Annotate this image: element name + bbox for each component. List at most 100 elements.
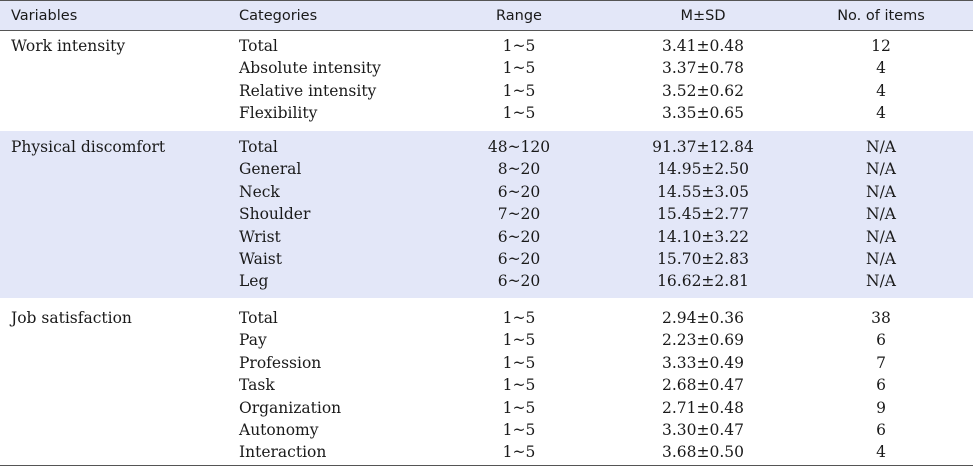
range-cell: 6~20 (497, 250, 541, 268)
category-cell: Flexibility (239, 104, 318, 123)
range-cell: 6~20 (497, 182, 541, 201)
range-cell: 1~5 (502, 59, 536, 78)
items-cell: 4 (876, 81, 886, 100)
range-cell: 6~20 (497, 272, 541, 291)
table-row: Shoulder 7~20 15.45±2.77 N/A (0, 203, 973, 225)
table-row: Physical discomfort Total 48~120 91.37±12.8… (0, 136, 973, 158)
items-cell: N/A (866, 138, 896, 156)
category-cell: Neck (239, 182, 280, 201)
category-cell: Total (239, 309, 278, 327)
table-bottom-rule (0, 465, 973, 466)
range-cell: 1~5 (502, 81, 536, 100)
msd-cell: 15.45±2.77 (657, 205, 749, 224)
table-row: General 8~20 14.95±2.50 N/A (0, 158, 973, 180)
items-cell: 6 (876, 421, 886, 439)
items-cell: N/A (866, 205, 896, 224)
items-cell: N/A (866, 250, 896, 268)
header-categories: Categories (239, 8, 318, 24)
header-variables: Variables (11, 8, 78, 24)
table-row: Waist 6~20 15.70±2.83 N/A (0, 248, 973, 270)
items-cell: 12 (871, 37, 891, 55)
table-row: Organization 1~5 2.71±0.48 9 (0, 397, 973, 419)
items-cell: N/A (866, 182, 896, 201)
msd-cell: 91.37±12.84 (652, 138, 754, 156)
items-cell: 4 (876, 59, 886, 78)
table-row: Flexibility 1~5 3.35±0.65 4 (0, 102, 973, 124)
category-cell: Profession (239, 353, 322, 372)
table-row: Interaction 1~5 3.68±0.50 4 (0, 441, 973, 463)
msd-cell: 3.35±0.65 (661, 104, 744, 123)
table-row: Autonomy 1~5 3.30±0.47 6 (0, 419, 973, 441)
table-row: Absolute intensity 1~5 3.37±0.78 4 (0, 57, 973, 79)
category-cell: Shoulder (239, 205, 311, 224)
range-cell: 1~5 (502, 104, 536, 123)
table-row: Neck 6~20 14.55±3.05 N/A (0, 181, 973, 203)
msd-cell: 16.62±2.81 (657, 272, 749, 291)
items-cell: 4 (876, 443, 886, 462)
msd-cell: 2.71±0.48 (661, 398, 744, 417)
row-group: Work intensity Total 1~5 3.41±0.48 12 Absolut… (0, 35, 973, 128)
items-cell: 6 (876, 376, 886, 395)
items-cell: 38 (871, 309, 891, 327)
variable-cell: Job satisfaction (11, 309, 132, 327)
header-items: No. of items (837, 8, 925, 24)
table-row: Wrist 6~20 14.10±3.22 N/A (0, 226, 973, 248)
msd-cell: 3.37±0.78 (661, 59, 744, 78)
msd-cell: 15.70±2.83 (657, 250, 749, 268)
variable-cell: Work intensity (11, 37, 126, 55)
items-cell: 4 (876, 104, 886, 123)
category-cell: Interaction (239, 443, 327, 462)
msd-cell: 3.30±0.47 (661, 421, 744, 439)
category-cell: Pay (239, 331, 267, 350)
range-cell: 1~5 (502, 309, 536, 327)
items-cell: 9 (876, 398, 886, 417)
category-cell: Autonomy (239, 421, 319, 439)
range-cell: 1~5 (502, 37, 536, 55)
range-cell: 1~5 (502, 421, 536, 439)
msd-cell: 3.68±0.50 (661, 443, 744, 462)
category-cell: Total (239, 37, 278, 55)
category-cell: Task (239, 376, 275, 395)
msd-cell: 2.68±0.47 (661, 376, 744, 395)
range-cell: 1~5 (502, 443, 536, 462)
table-row: Pay 1~5 2.23±0.69 6 (0, 329, 973, 351)
msd-cell: 14.10±3.22 (657, 227, 749, 246)
msd-cell: 2.23±0.69 (661, 331, 744, 350)
range-cell: 1~5 (502, 331, 536, 350)
category-cell: Leg (239, 272, 269, 291)
msd-cell: 3.41±0.48 (661, 37, 744, 55)
category-cell: General (239, 160, 302, 179)
range-cell: 1~5 (502, 398, 536, 417)
table-header: Variables Categories Range M±SD No. of i… (0, 0, 973, 31)
table-row: Task 1~5 2.68±0.47 6 (0, 374, 973, 396)
items-cell: 7 (876, 353, 886, 372)
msd-cell: 3.33±0.49 (661, 353, 744, 372)
msd-cell: 14.55±3.05 (657, 182, 749, 201)
msd-cell: 14.95±2.50 (657, 160, 749, 179)
msd-cell: 3.52±0.62 (661, 81, 744, 100)
range-cell: 7~20 (497, 205, 541, 224)
table-row: Profession 1~5 3.33±0.49 7 (0, 352, 973, 374)
category-cell: Absolute intensity (239, 59, 381, 78)
row-group: Physical discomfort Total 48~120 91.37±12.8… (0, 131, 973, 298)
range-cell: 48~120 (487, 138, 551, 156)
range-cell: 1~5 (502, 376, 536, 395)
category-cell: Waist (239, 250, 282, 268)
row-group: Job satisfaction Total 1~5 2.94±0.36 38 Pay 1~… (0, 302, 973, 463)
header-msd: M±SD (680, 8, 726, 24)
category-cell: Wrist (239, 227, 281, 246)
items-cell: 6 (876, 331, 886, 350)
items-cell: N/A (866, 272, 896, 291)
table-row: Relative intensity 1~5 3.52±0.62 4 (0, 80, 973, 102)
table-row: Job satisfaction Total 1~5 2.94±0.36 38 (0, 307, 973, 329)
table-row: Work intensity Total 1~5 3.41±0.48 12 (0, 35, 973, 57)
category-cell: Organization (239, 398, 342, 417)
range-cell: 6~20 (497, 227, 541, 246)
category-cell: Total (239, 138, 278, 156)
header-range: Range (496, 8, 542, 24)
range-cell: 1~5 (502, 353, 536, 372)
msd-cell: 2.94±0.36 (661, 309, 744, 327)
category-cell: Relative intensity (239, 81, 377, 100)
variable-cell: Physical discomfort (11, 138, 166, 156)
